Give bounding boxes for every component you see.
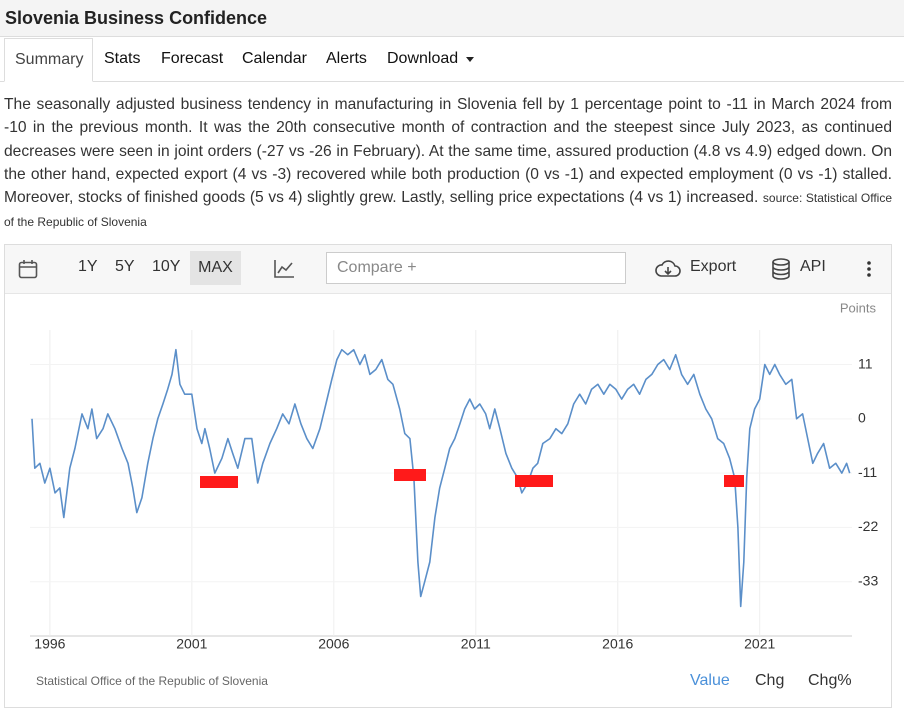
- summary-text: The seasonally adjusted business tendenc…: [4, 93, 892, 235]
- view-toggle[interactable]: Chg%: [808, 672, 852, 689]
- y-tick-label: 11: [858, 355, 873, 371]
- calendar-icon[interactable]: [18, 259, 38, 279]
- range-button[interactable]: 5Y: [115, 258, 135, 275]
- summary-body: The seasonally adjusted business tendenc…: [4, 96, 892, 207]
- chart-panel: [4, 244, 892, 708]
- tab[interactable]: Download: [387, 50, 459, 67]
- tab-bar: Summary Stats Forecast Calendar Alerts D…: [0, 38, 904, 82]
- highlight-marker: [200, 476, 238, 488]
- y-tick-label: -11: [858, 464, 877, 480]
- view-toggle[interactable]: Value: [690, 672, 730, 689]
- highlight-marker: [724, 475, 744, 487]
- x-tick-label: 2011: [461, 636, 491, 652]
- api-icon[interactable]: [771, 258, 791, 280]
- export-icon[interactable]: [654, 259, 682, 279]
- x-tick-label: 2016: [602, 636, 633, 652]
- tab[interactable]: Calendar: [242, 50, 307, 67]
- view-toggle[interactable]: Chg: [755, 672, 785, 689]
- range-button[interactable]: 1Y: [78, 258, 98, 275]
- chart-type-icon[interactable]: [273, 259, 295, 279]
- tab[interactable]: Forecast: [161, 50, 224, 67]
- footer-source: Statistical Office of the Republic of Sl…: [36, 674, 268, 688]
- summary-source: source: Statistical Office of the Republ…: [4, 191, 892, 230]
- y-tick-label: -22: [858, 518, 878, 534]
- tab[interactable]: Summary: [4, 38, 93, 82]
- unit-label: Points: [840, 300, 877, 315]
- highlight-marker: [515, 475, 553, 487]
- tab[interactable]: Stats: [104, 50, 141, 67]
- x-tick-label: 2006: [318, 636, 349, 652]
- more-menu[interactable]: [865, 260, 873, 278]
- compare-input[interactable]: Compare +: [326, 252, 626, 284]
- range-button[interactable]: 10Y: [152, 258, 181, 275]
- x-tick-label: 2021: [744, 636, 775, 652]
- x-tick-label: 2001: [176, 636, 207, 652]
- page-title: Slovenia Business Confidence: [0, 0, 904, 37]
- range-button[interactable]: MAX: [190, 251, 241, 285]
- api-button[interactable]: API: [800, 258, 826, 275]
- x-tick-label: 1996: [34, 636, 65, 652]
- y-tick-label: 0: [858, 410, 866, 426]
- tab[interactable]: Alerts: [326, 50, 367, 67]
- dropdown-caret: [466, 57, 474, 62]
- highlight-marker: [394, 469, 426, 481]
- export-button[interactable]: Export: [690, 258, 737, 275]
- chart-toolbar: 1Y 5Y 10Y MAX Compare + Export API: [5, 245, 891, 294]
- data-line: [31, 348, 851, 608]
- chart: Points 1996 2001 2006 2011 2016 2021 -33 -22 -11…: [30, 300, 878, 652]
- y-tick-label: -33: [858, 572, 878, 588]
